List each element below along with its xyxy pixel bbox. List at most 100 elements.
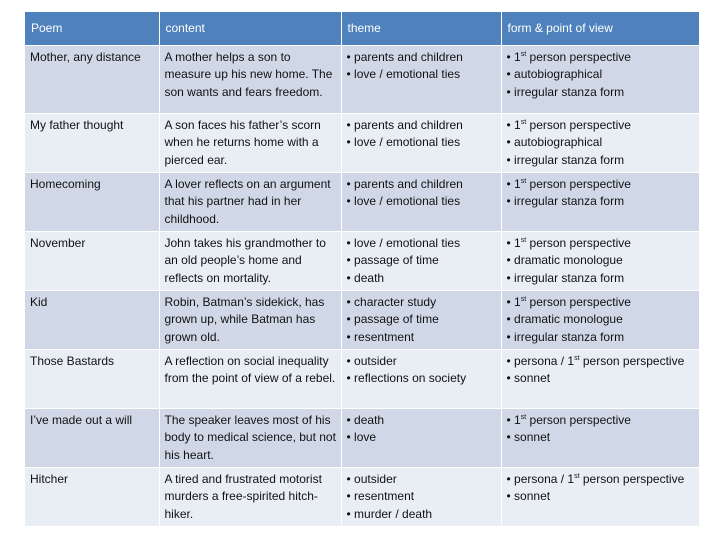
table-row: November John takes his grandmother to an… xyxy=(25,231,699,291)
bullet-icon: • xyxy=(506,371,511,386)
form-cell: • 1st person perspective • sonnet xyxy=(501,408,699,468)
poem-cell: My father thought xyxy=(25,113,160,173)
theme-item: • death xyxy=(347,270,497,287)
bullet-icon: • xyxy=(506,50,511,64)
form-item-text: dramatic monologue xyxy=(514,312,623,327)
bullet-icon: • xyxy=(346,489,351,504)
theme-item-text: reflections on society xyxy=(354,371,467,386)
ordinal-suffix: st xyxy=(574,473,580,480)
form-item: • irregular stanza form xyxy=(507,329,696,346)
form-item-text: sonnet xyxy=(514,430,551,445)
form-item-text: irregular stanza form xyxy=(514,270,625,285)
table-row: Hitcher A tired and frustrated motorist m… xyxy=(25,467,699,526)
theme-item-text: death xyxy=(354,270,385,285)
content-cell: A lover reflects on an argument that his… xyxy=(159,172,342,232)
form-item: • irregular stanza form xyxy=(507,84,696,101)
bullet-icon: • xyxy=(346,270,351,285)
bullet-icon: • xyxy=(346,67,351,82)
bullet-icon: • xyxy=(506,295,511,309)
form-cell: • persona / 1st person perspective • sonn… xyxy=(501,467,699,526)
form-item: • 1st person perspective xyxy=(507,412,696,429)
ordinal-suffix: st xyxy=(520,237,527,244)
theme-item: • love / emotional ties xyxy=(347,235,497,252)
theme-item-text: character study xyxy=(354,295,437,309)
theme-item: • love xyxy=(347,429,497,446)
table-row: My father thought A son faces his father’… xyxy=(25,113,699,173)
poem-cell: Mother, any distance xyxy=(25,45,160,114)
theme-item: • reflections on society xyxy=(347,370,497,387)
poem-cell: Hitcher xyxy=(25,467,160,526)
poems-table: Poem content theme form & point of view … xyxy=(25,12,699,526)
form-item-text: dramatic monologue xyxy=(514,253,623,268)
form-cell: • persona / 1st person perspective • sonn… xyxy=(501,349,699,409)
form-item: • 1st person perspective xyxy=(507,294,696,311)
theme-item: • outsider xyxy=(347,353,497,370)
content-cell: A reflection on social inequality from t… xyxy=(159,349,342,409)
content-cell: John takes his grandmother to an old peo… xyxy=(159,231,342,291)
bullet-icon: • xyxy=(346,50,351,64)
theme-item: • resentment xyxy=(347,329,497,346)
table-row: Mother, any distance A mother helps a son… xyxy=(25,45,699,114)
table-row: Kid Robin, Batman’s sidekick, has grown u… xyxy=(25,290,699,350)
poem-cell: Kid xyxy=(25,290,160,350)
theme-item-text: parents and children xyxy=(354,118,463,132)
poem-cell: Those Bastards xyxy=(25,349,160,409)
form-item: • sonnet xyxy=(507,429,696,446)
table-row: Homecoming A lover reflects on an argumen… xyxy=(25,172,699,232)
bullet-icon: • xyxy=(346,295,351,309)
form-item-suffix-text: person perspective xyxy=(526,177,631,191)
form-item: • sonnet xyxy=(507,370,696,387)
header-content: content xyxy=(159,12,342,46)
form-item-text: 1 xyxy=(514,177,521,191)
bullet-icon: • xyxy=(506,152,511,167)
content-cell: Robin, Batman’s sidekick, has grown up, … xyxy=(159,290,342,350)
table-row: Those Bastards A reflection on social ine… xyxy=(25,349,699,409)
theme-item-text: love / emotional ties xyxy=(354,236,461,250)
bullet-icon: • xyxy=(346,506,351,521)
bullet-icon: • xyxy=(346,329,351,344)
form-item: • autobiographical xyxy=(507,66,696,83)
bullet-icon: • xyxy=(506,118,511,132)
header-theme: theme xyxy=(341,12,502,46)
bullet-icon: • xyxy=(506,430,511,445)
form-item-text: sonnet xyxy=(514,371,551,386)
bullet-icon: • xyxy=(346,371,351,386)
bullet-icon: • xyxy=(506,236,511,250)
form-item: • 1st person perspective xyxy=(507,176,696,193)
form-item: • irregular stanza form xyxy=(507,193,696,210)
theme-cell: • parents and children • love / emotional… xyxy=(341,172,502,232)
form-item-suffix-text: person perspective xyxy=(526,295,631,309)
poem-cell: I’ve made out a will xyxy=(25,408,160,468)
theme-item-text: resentment xyxy=(354,489,415,504)
form-item-text: 1 xyxy=(514,295,521,309)
header-form: form & point of view xyxy=(501,12,699,46)
ordinal-suffix: st xyxy=(520,119,527,126)
bullet-icon: • xyxy=(506,177,511,191)
theme-cell: • parents and children • love / emotional… xyxy=(341,113,502,173)
theme-item-text: passage of time xyxy=(354,253,439,268)
theme-item: • love / emotional ties xyxy=(347,134,497,151)
theme-item-text: resentment xyxy=(354,329,415,344)
form-item: • sonnet xyxy=(507,488,696,505)
theme-item-text: love / emotional ties xyxy=(354,67,461,82)
form-item-text: irregular stanza form xyxy=(514,84,625,99)
theme-item-text: death xyxy=(354,413,385,427)
theme-item-text: love / emotional ties xyxy=(354,135,461,150)
form-item: • 1st person perspective xyxy=(507,49,696,66)
bullet-icon: • xyxy=(506,413,511,427)
theme-item-text: love xyxy=(354,430,377,445)
ordinal-suffix: st xyxy=(520,296,527,303)
bullet-icon: • xyxy=(346,354,351,368)
theme-cell: • parents and children • love / emotional… xyxy=(341,45,502,114)
theme-item: • passage of time xyxy=(347,252,497,269)
form-item: • irregular stanza form xyxy=(507,152,696,169)
form-item-text: irregular stanza form xyxy=(514,329,625,344)
theme-item: • passage of time xyxy=(347,311,497,328)
theme-cell: • love / emotional ties • passage of time… xyxy=(341,231,502,291)
content-cell: The speaker leaves most of his body to m… xyxy=(159,408,342,468)
form-cell: • 1st person perspective • autobiographic… xyxy=(501,113,699,173)
bullet-icon: • xyxy=(346,194,351,209)
bullet-icon: • xyxy=(506,84,511,99)
form-item-suffix-text: person perspective xyxy=(526,413,631,427)
theme-item: • parents and children xyxy=(347,117,497,134)
